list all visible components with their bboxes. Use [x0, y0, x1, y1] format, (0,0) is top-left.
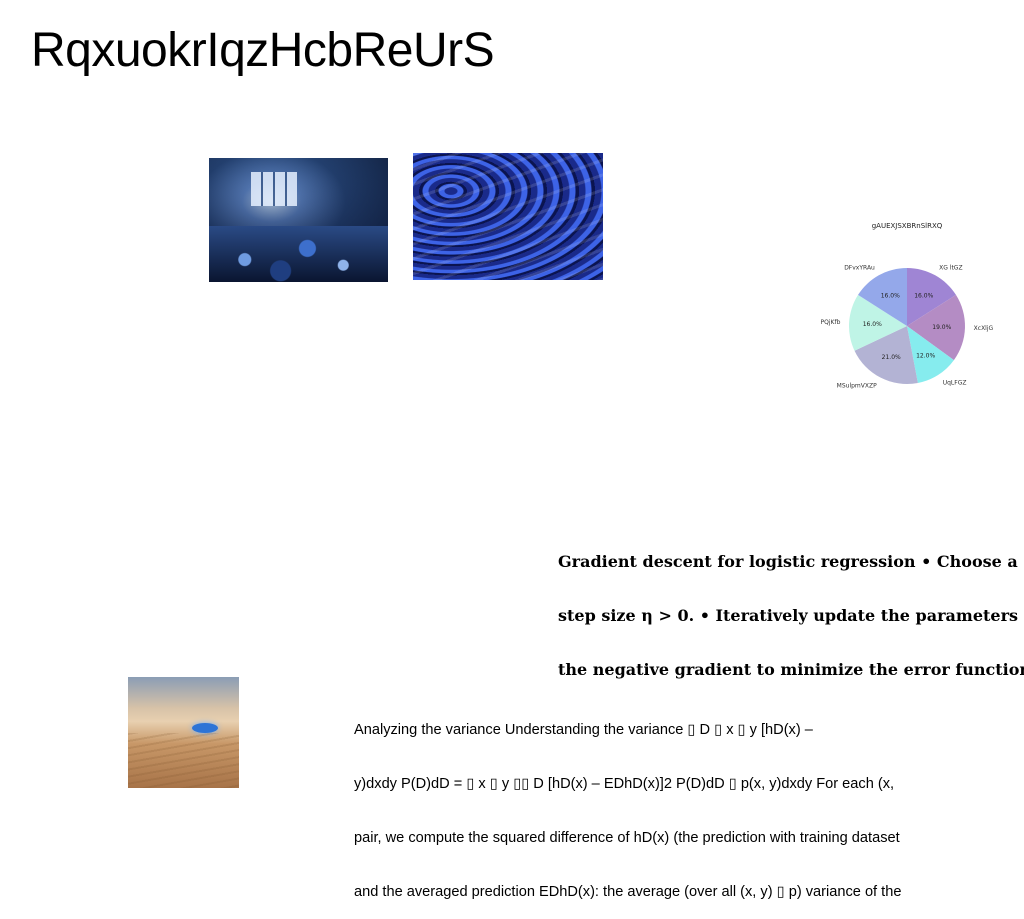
pie-category-label: UqLFGZ: [943, 379, 967, 386]
pie-percent-label: 16.0%: [914, 293, 933, 300]
pie-percent-label: 19.0%: [932, 324, 951, 331]
pie-slice: [854, 326, 918, 384]
page-title: RqxuokrIqzHcbReUrS: [31, 24, 495, 77]
gradient-descent-paragraph: Gradient descent for logistic regression…: [558, 517, 1024, 697]
paragraph-line: Gradient descent for logistic regression…: [558, 552, 1018, 571]
paragraph-line: y)dxdy P(D)dD = ▯ x ▯ y ▯▯ D [hD(x) – ED…: [354, 776, 895, 792]
pie-percent-label: 16.0%: [863, 321, 882, 328]
pie-category-label: MSulpmVXZP: [837, 382, 877, 389]
pie-chart: gAUEXJSXBRnSlRXQ 16.0% XG ltGZ 19.0% XcXljG…: [821, 222, 994, 390]
chart-title: gAUEXJSXBRnSlRXQ: [872, 222, 943, 230]
pie-slice: [907, 326, 954, 383]
pie-category-label: PQjKfb: [821, 319, 841, 326]
paragraph-line: pair, we compute the squared difference …: [354, 830, 900, 846]
paragraph-line: the negative gradient to minimize the er…: [558, 660, 1024, 679]
pie-labels: 16.0% XG ltGZ 19.0% XcXljG 12.0% UqLFGZ 21.0% M…: [821, 265, 994, 390]
pie-category-label: XG ltGZ: [939, 265, 962, 272]
paragraph-line: step size η > 0. • Iteratively update th…: [558, 606, 1019, 625]
window-graphic: [251, 172, 297, 206]
pie-slice: [907, 294, 965, 361]
pie-category-label: XcXljG: [974, 325, 994, 332]
paragraph-line: Analyzing the variance Understanding the…: [354, 722, 813, 738]
abandoned-room-photo: [209, 158, 388, 282]
dunes-graphic: [128, 733, 239, 788]
desert-photo: [128, 677, 239, 788]
pie-percent-label: 21.0%: [882, 354, 901, 361]
pie-percent-label: 12.0%: [916, 352, 935, 359]
debris-graphic: [209, 226, 388, 282]
blue-mushrooms-photo: [413, 153, 603, 280]
pie-slice: [858, 268, 907, 326]
pie-percent-label: 16.0%: [881, 293, 900, 300]
pie-category-label: DFvxYRAu: [844, 265, 875, 272]
pie-slice: [849, 294, 907, 351]
blue-object-graphic: [192, 723, 218, 733]
paragraph-line: and the averaged prediction EDhD(x): the…: [354, 884, 902, 900]
pie-slice: [907, 268, 956, 326]
pie-slices: [849, 268, 965, 384]
variance-paragraph: Analyzing the variance Understanding the…: [354, 685, 954, 919]
